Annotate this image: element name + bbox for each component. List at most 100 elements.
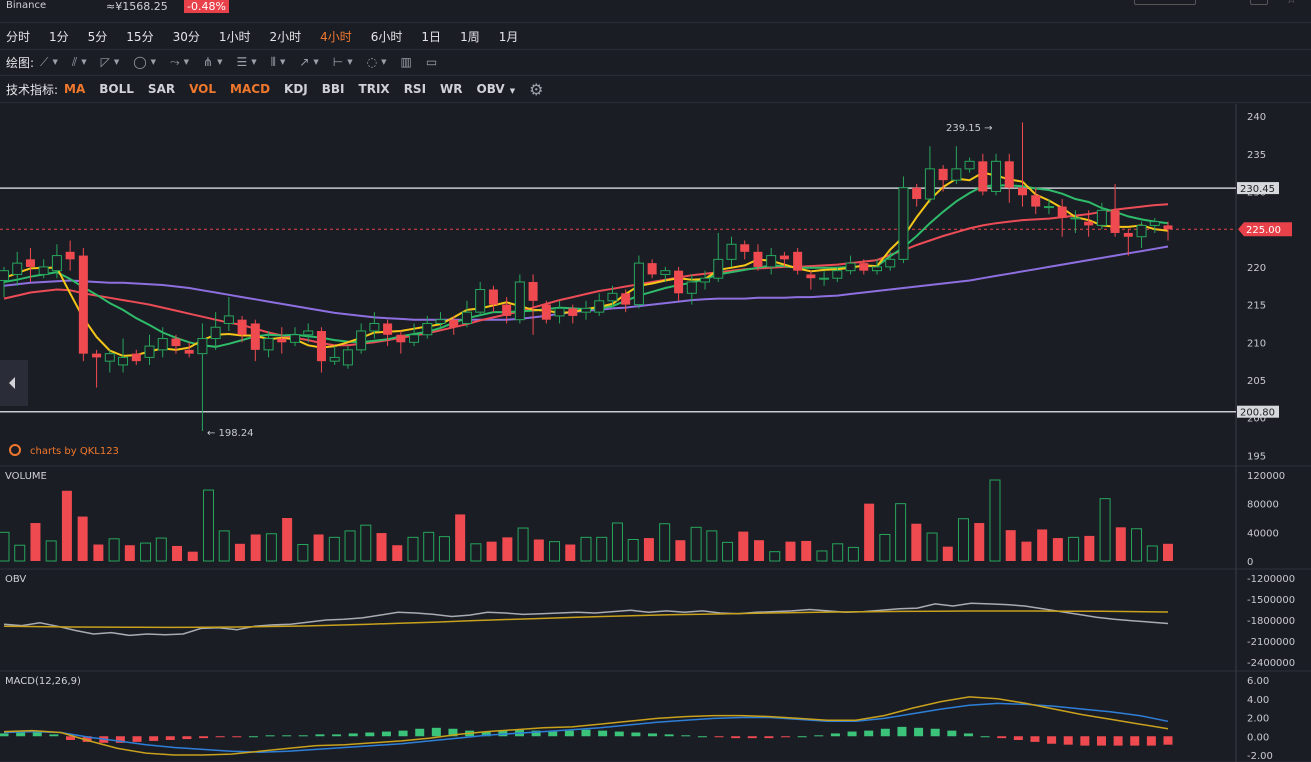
line-tool-icon[interactable]: ⟋ ▼ [40, 54, 58, 69]
circle-tool-icon[interactable]: ◯ ▼ [133, 55, 157, 69]
volume-bar [675, 540, 686, 561]
candle-body [898, 187, 909, 260]
gear-icon[interactable]: ⚙ [529, 79, 544, 99]
comment-tool-icon[interactable]: ◌ ▼ [366, 55, 387, 69]
candle-body [1123, 232, 1133, 237]
interval-tab[interactable]: 6小时 [370, 29, 403, 44]
ma10-line [3, 184, 1169, 348]
fullscreen-icon[interactable] [1250, 0, 1268, 5]
candle-body [607, 292, 618, 302]
macd-histogram-bar [32, 732, 42, 737]
gann-tool-icon[interactable]: ⦀ ▼ [270, 54, 286, 69]
candle-body [700, 277, 711, 283]
candle [528, 274, 538, 335]
indicator-macd[interactable]: MACD [230, 82, 271, 96]
macd-histogram-bar [764, 736, 774, 739]
volume-bar [93, 544, 104, 561]
candle [924, 146, 935, 203]
indicator-vol[interactable]: VOL [189, 82, 217, 96]
candle [766, 248, 777, 275]
indicator-boll[interactable]: BOLL [99, 82, 134, 96]
stats-tool-icon[interactable]: ▥ [400, 55, 412, 69]
volume-bar [738, 531, 749, 561]
candle [342, 346, 353, 369]
candle [660, 266, 671, 282]
interval-tab[interactable]: 4小时 [320, 29, 352, 44]
collapse-panel-button[interactable] [0, 360, 28, 406]
candle-body [594, 300, 605, 313]
interval-tab[interactable]: 15分 [126, 29, 154, 44]
macd-histogram-bar [648, 733, 658, 737]
indicator-wr[interactable]: WR [440, 82, 463, 96]
indicator-bbi[interactable]: BBI [321, 82, 345, 96]
volume-bar [61, 490, 72, 561]
macd-histogram-bar [714, 736, 724, 738]
obv-tick-label: -2400000 [1247, 658, 1295, 669]
macd-histogram-bar [282, 735, 292, 737]
candle-body [951, 168, 962, 181]
arrow-tool-icon[interactable]: ↗ ▼ [299, 55, 319, 69]
volume-bar [0, 531, 10, 562]
candle [502, 297, 512, 324]
interval-tab[interactable]: 分时 [6, 29, 31, 44]
interval-tab[interactable]: 1月 [498, 29, 519, 44]
interval-tab[interactable]: 2小时 [269, 29, 302, 44]
volume-bar [392, 545, 403, 561]
hline-price-label: 230.45 [1240, 184, 1275, 195]
indicator-ma[interactable]: MA [64, 82, 86, 96]
candle-body [554, 307, 565, 317]
macd-histogram-bar [298, 735, 308, 737]
macd-histogram-bar [1113, 736, 1123, 746]
interval-tab[interactable]: 1日 [421, 29, 442, 44]
obv-tick-label: -1800000 [1247, 616, 1295, 627]
macd-histogram-bar [1013, 736, 1023, 740]
indicator-sar[interactable]: SAR [147, 82, 176, 96]
candle-body [740, 244, 750, 252]
candle [237, 315, 247, 343]
fibonacci-tool-icon[interactable]: ☰ ▼ [236, 55, 257, 69]
candle-body [475, 289, 486, 313]
indicator-kdj[interactable]: KDJ [284, 82, 308, 96]
indicator-rsi[interactable]: RSI [403, 82, 427, 96]
price-tick-label: 200 [1247, 414, 1266, 425]
candle-body [819, 277, 830, 280]
indicator-obv[interactable]: OBV ▼ [476, 82, 516, 96]
interval-tab[interactable]: 1周 [460, 29, 480, 44]
candle-body [422, 322, 433, 336]
candle-body [197, 338, 208, 355]
macd-histogram-bar [1146, 736, 1156, 746]
candle-body [449, 319, 459, 328]
indicator-trix[interactable]: TRIX [358, 82, 390, 96]
candle-body [409, 334, 420, 343]
parallel-tool-icon[interactable]: ⫽ ▼ [71, 54, 87, 69]
interval-tab[interactable]: 30分 [172, 29, 200, 44]
candle [383, 319, 393, 347]
volume-bar [596, 536, 608, 562]
candle [25, 248, 35, 282]
range-tool-icon[interactable]: ⊢ ▼ [332, 55, 353, 69]
candle-body [263, 338, 274, 351]
volume-bar [611, 522, 623, 562]
triangle-tool-icon[interactable]: ◸ ▼ [100, 55, 120, 69]
wave-tool-icon[interactable]: ⤳ ▼ [170, 54, 190, 69]
fork-tool-icon[interactable]: ⋔ ▼ [203, 55, 223, 69]
interval-tab[interactable]: 1分 [49, 29, 69, 44]
candle [1136, 221, 1147, 249]
volume-bar [470, 543, 482, 562]
macd-histogram-bar [348, 733, 358, 737]
interval-tab[interactable]: 5分 [87, 29, 108, 44]
candle [38, 259, 49, 279]
volume-bar [1021, 541, 1032, 561]
trash-icon[interactable]: ▭ [425, 55, 438, 69]
candle [1149, 217, 1160, 233]
macd-histogram-bar [614, 731, 624, 737]
interval-tab[interactable]: 1小时 [218, 29, 251, 44]
candle-body [1018, 187, 1027, 196]
settings-button[interactable] [1134, 0, 1196, 5]
candle-body [12, 262, 23, 275]
candle [912, 183, 922, 207]
candle [621, 289, 631, 313]
hline-price-label: 200.80 [1240, 408, 1275, 419]
chevron-left-icon [9, 377, 15, 389]
